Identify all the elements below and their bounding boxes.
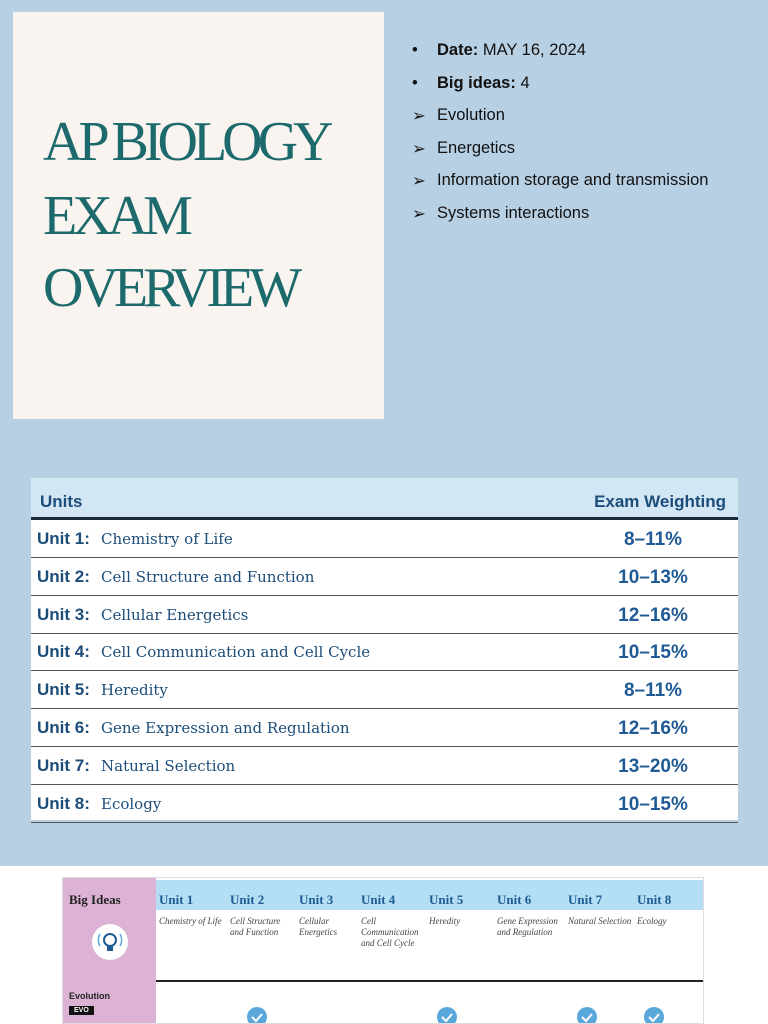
unit-name: Cell Communication and Cell Cycle [101, 643, 371, 662]
arrow-bullet: ➢ [412, 172, 426, 191]
rule [156, 980, 703, 982]
unit-name: Ecology [101, 794, 162, 813]
badge: EVO [69, 1006, 94, 1015]
unit-weight: 8–11% [623, 680, 683, 702]
unit-header: Unit 6 [497, 892, 532, 907]
header-cell: Exam Weighting [594, 492, 726, 511]
unit-name: Heredity [101, 681, 168, 700]
unit-header: Unit 1 [159, 892, 194, 907]
fact-label: Date: [437, 41, 479, 59]
check-circles [247, 1007, 664, 1023]
icon [92, 924, 128, 960]
unit-header: Unit 8 [637, 892, 672, 907]
arrow-bullet: ➢ [412, 107, 426, 125]
title-line: AP BIOLOGY [43, 111, 333, 173]
title-line: OVERVIEW [43, 257, 302, 319]
fact-value: 4 [520, 74, 530, 92]
unit-number: Unit 8: [37, 793, 90, 813]
unit-name: Chemistry of Life [101, 530, 233, 548]
unit-number: Unit 6: [37, 718, 90, 737]
unit-header: Unit 4 [361, 892, 396, 907]
check-ticks [251, 1013, 660, 1023]
table-row: Unit 3: Cellular Energetics 12–16% [31, 596, 738, 634]
unit-weight: 13–20% [618, 755, 688, 777]
unit-subtitle: Cell Communication and Cell Cycle [361, 916, 419, 948]
cover-box: AP BIOLOGY EXAM OVERVIEW [13, 12, 384, 419]
unit-weight: 10–15% [618, 642, 688, 664]
unit-number: Unit 5: [37, 680, 90, 700]
unit-name: Cell Structure and Function [101, 567, 315, 586]
bulb-icon [97, 933, 123, 951]
unit-header: Unit 2 [230, 892, 265, 907]
unit-subtitle: Ecology [637, 916, 667, 926]
checks [247, 1007, 664, 1023]
unit-subtitle: Gene Expression and Regulation [497, 916, 558, 937]
table-row: Unit 7: Natural Selection 13–20% [31, 747, 738, 785]
unit-header: Unit 3 [299, 892, 334, 907]
table-header: Units Exam Weighting [31, 478, 738, 520]
unit-number: Unit 7: [37, 755, 90, 775]
unit-number: Unit 3: [37, 604, 90, 624]
item-text: Energetics [437, 138, 515, 157]
units-table: Units Exam Weighting Unit 1: Chemistry of… [31, 478, 738, 823]
item-text: Systems interactions [437, 204, 590, 223]
corner-label: Big Ideas [69, 892, 121, 907]
item-text: Evolution [437, 106, 505, 124]
big-ideas-table: Big Ideas Evolution EVO Unit 1 Chemistry … [62, 877, 704, 1024]
unit-number: Unit 4: [37, 642, 90, 662]
unit-subtitle: Heredity [429, 916, 461, 926]
row-label: Evolution [69, 991, 110, 1001]
table-row: Unit 6: Gene Expression and Regulation 12–… [31, 709, 738, 747]
table-row: Unit 2: Cell Structure and Function 10–13% [31, 558, 738, 596]
arrow-bullet: ➢ [412, 205, 426, 224]
table-row: Unit 1: Chemistry of Life 8–11% [31, 520, 738, 558]
unit-name: Gene Expression and Regulation [101, 719, 350, 737]
unit-weight: 12–16% [618, 718, 688, 739]
fact-value: MAY 16, 2024 [482, 41, 586, 59]
unit-number: Unit 2: [37, 566, 90, 586]
header-band [156, 880, 703, 910]
unit-subtitle: Cell Structure and Function [230, 916, 281, 937]
unit-number: Unit 1: [37, 529, 90, 548]
title-line: EXAM [43, 185, 193, 247]
unit-weight: 12–16% [618, 604, 688, 626]
unit-header: Unit 5 [429, 892, 464, 907]
item-text: Information storage and transmission [437, 171, 709, 190]
table-row: Unit 4: Cell Communication and Cell Cycle… [31, 633, 738, 672]
unit-weight: 10–13% [618, 566, 688, 588]
header-cell: Units [40, 492, 83, 511]
unit-name: Natural Selection [101, 756, 236, 775]
fact-label: Big ideas: [437, 74, 516, 92]
arrow-bullet: ➢ [412, 139, 426, 158]
unit-subtitle: Chemistry of Life [159, 916, 222, 926]
unit-subtitle: Natural Selection [568, 916, 632, 926]
table-row: Unit 5: Heredity 8–11% [31, 671, 738, 710]
unit-subtitle: Cellular Energetics [299, 916, 338, 937]
table-row: Unit 8: Ecology 10–15% [31, 785, 738, 823]
unit-header: Unit 7 [568, 892, 603, 907]
unit-weight: 8–11% [623, 529, 683, 550]
unit-name: Cellular Energetics [101, 605, 249, 624]
unit-weight: 10–15% [618, 793, 688, 815]
